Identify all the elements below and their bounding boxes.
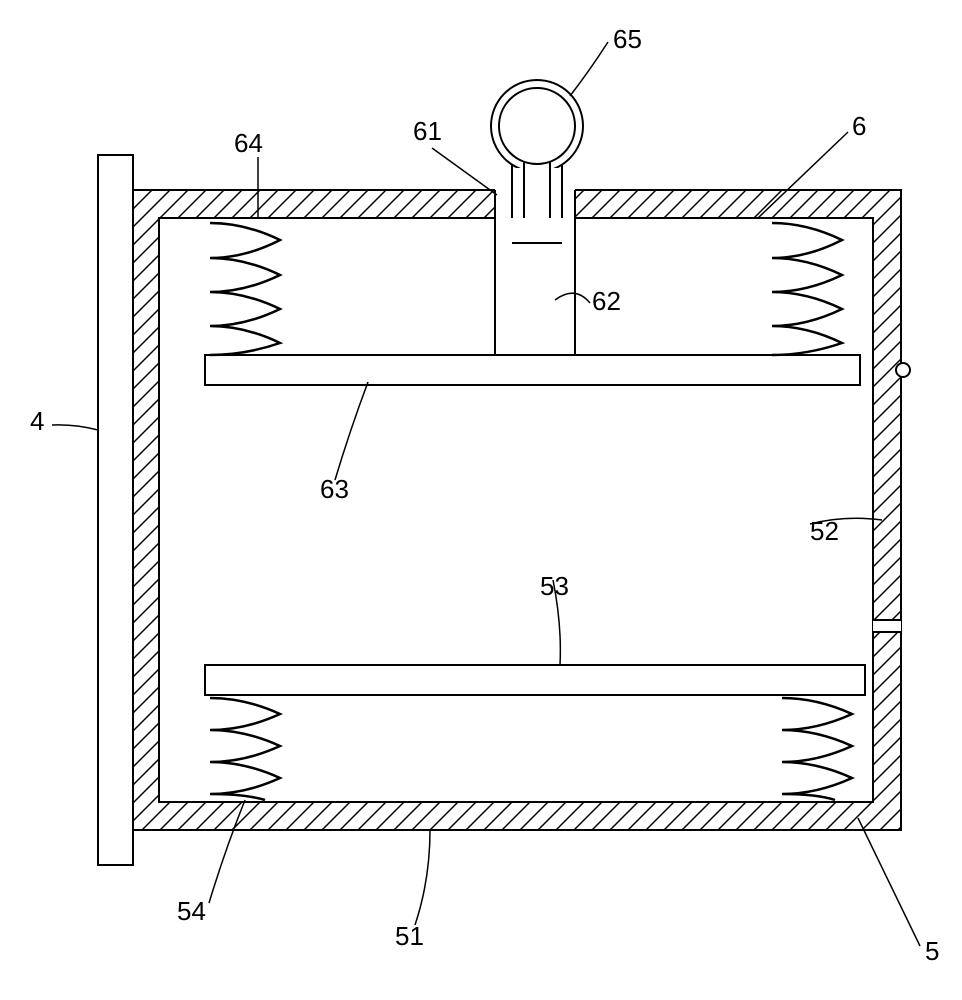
label-6: 6: [852, 111, 866, 141]
label-4: 4: [30, 406, 44, 436]
label-64: 64: [234, 128, 263, 158]
stem-platform: [495, 218, 575, 358]
spring-top-right: [772, 223, 842, 355]
label-65: 65: [613, 24, 642, 54]
label-53: 53: [540, 571, 569, 601]
engineering-diagram: 4 5 6 51 52 53 54 61 62 63 64 65: [0, 0, 962, 1000]
label-62: 62: [592, 286, 621, 316]
label-54: 54: [177, 896, 206, 926]
spring-bottom-left: [210, 698, 280, 800]
label-52: 52: [810, 516, 839, 546]
label-61: 61: [413, 116, 442, 146]
handle-circle: [491, 80, 583, 172]
diagram-svg: 4 5 6 51 52 53 54 61 62 63 64 65: [0, 0, 962, 1000]
label-51: 51: [395, 921, 424, 951]
lower-plate: [205, 665, 865, 695]
label-63: 63: [320, 474, 349, 504]
hinge-dot: [896, 363, 910, 377]
left-flange: [98, 155, 133, 865]
label-5: 5: [925, 936, 939, 966]
upper-plate: [205, 355, 860, 385]
spring-top-left: [210, 223, 280, 355]
spring-bottom-right: [782, 698, 852, 800]
